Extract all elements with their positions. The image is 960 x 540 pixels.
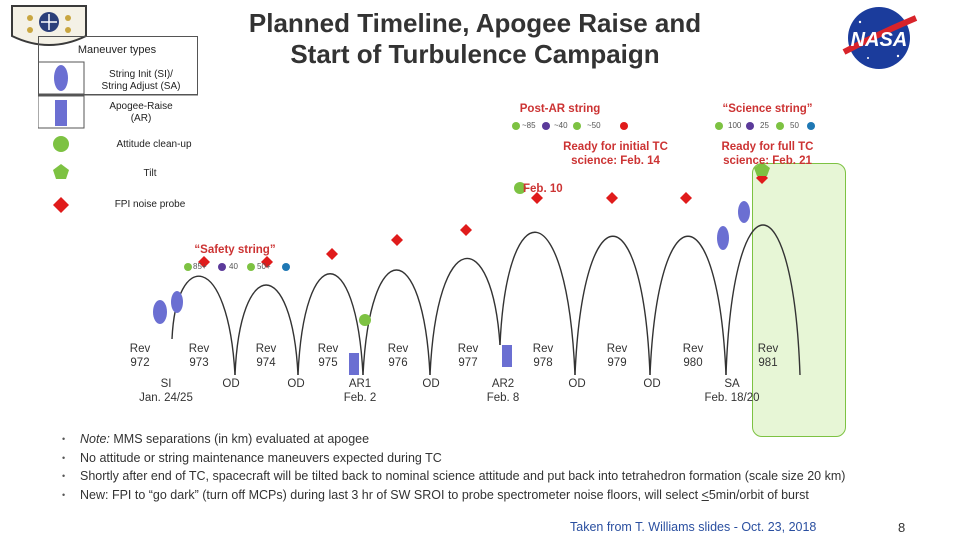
rev-972-label: Rev 972 (129, 343, 151, 369)
title-line-2: Start of Turbulence Campaign (290, 39, 660, 69)
title-line-1: Planned Timeline, Apogee Raise and (248, 8, 702, 38)
safety-string-dots (184, 263, 290, 271)
nasa-logo-text: NASA (851, 29, 908, 51)
safety-sep-3: 50+ (257, 262, 271, 271)
attitude-cleanup-feb10 (514, 182, 526, 194)
legend-row-string-init (38, 61, 85, 95)
rev-981-label: Rev 981 (757, 343, 779, 369)
rev-980-label: Rev 980 (682, 343, 704, 369)
safety-sep-1: 85+ (193, 262, 207, 271)
orbit-arc-978 (574, 235, 651, 376)
event-ar2: AR2 Feb. 8 (486, 378, 520, 404)
apogee-raise-2-marker (502, 345, 512, 367)
science-sep-1: 100 (728, 121, 742, 130)
event-od-3: OD (422, 378, 440, 390)
milestone-initial-tc: Ready for initial TC science: Feb. 14 (563, 141, 668, 167)
legend-tilt-icon (53, 164, 69, 179)
event-od-2: OD (287, 378, 305, 390)
full-tc-highlight (752, 163, 846, 437)
safety-string-title: “Safety string” (194, 244, 276, 256)
legend-label-tilt: Tilt (143, 168, 157, 179)
note-3: • Shortly after end of TC, spacecraft wil… (62, 469, 846, 483)
rev-973-label: Rev 973 (188, 343, 210, 369)
science-sep-2: 25 (760, 121, 769, 130)
fpi-probe-976 (460, 224, 472, 236)
source-credit: Taken from T. Williams slides - Oct. 23,… (570, 520, 817, 534)
string-init-marker (153, 300, 167, 324)
legend-row-apogee-raise (38, 95, 85, 129)
post-ar-sep-3: ~50 (587, 121, 601, 130)
rev-974-label: Rev 974 (255, 343, 277, 369)
post-ar-string-dots (512, 122, 628, 130)
science-sep-3: 50 (790, 121, 799, 130)
rev-977-label: Rev 977 (457, 343, 479, 369)
legend-label-ar: Apogee-Raise (AR) (109, 101, 173, 124)
page-number: 8 (898, 520, 906, 535)
science-string-dots (715, 122, 815, 130)
event-od-1: OD (222, 378, 240, 390)
fpi-probe-977 (531, 192, 543, 204)
milestone-feb10: Feb. 10 (523, 183, 563, 195)
attitude-cleanup-975 (359, 314, 371, 326)
fpi-probe-974 (326, 248, 338, 260)
legend-label-fpi: FPI noise probe (114, 199, 186, 210)
fpi-probe-975 (391, 234, 403, 246)
tilt-marker (754, 162, 770, 176)
legend-shapes (38, 61, 198, 213)
note-1: • Note: MMS separations (in km) evaluated… (62, 432, 370, 446)
note-4: • New: FPI to “go dark” (turn off MCPs) d… (62, 487, 809, 502)
legend-label-si: String Init (SI)/String Adjust (SA) (101, 69, 181, 92)
orbit-arc-974 (297, 273, 364, 376)
string-adjust-1-marker (738, 201, 750, 223)
safety-sep-2: 40 (229, 262, 238, 271)
apogee-raise-1-marker (349, 353, 359, 375)
milestone-full-tc: Ready for full TC science: Feb. 21 (721, 141, 814, 167)
orbit-arc-977 (499, 231, 576, 376)
rev-975-label: Rev 975 (317, 343, 339, 369)
legend-attitude-icon (53, 136, 69, 152)
fpi-probe-973 (261, 256, 273, 268)
fpi-probe-979 (680, 192, 692, 204)
legend-string-init-icon (54, 65, 68, 91)
string-init-marker-2 (171, 291, 183, 313)
event-ar1: AR1 Feb. 2 (343, 378, 377, 404)
post-ar-sep-2: ~40 (554, 121, 568, 130)
orbit-arc-980 (725, 224, 801, 376)
fpi-probe-978 (606, 192, 618, 204)
rev-978-label: Rev 978 (532, 343, 554, 369)
rev-976-label: Rev 976 (387, 343, 409, 369)
post-ar-sep-1: ~85 (522, 121, 536, 130)
event-string-init: SI Jan. 24/25 (139, 378, 193, 404)
science-string-title: “Science string” (722, 103, 813, 115)
event-od-5: OD (643, 378, 661, 390)
orbit-arc-973 (234, 284, 299, 376)
post-ar-string-title: Post-AR string (519, 103, 601, 115)
legend-apogee-raise-icon (55, 100, 67, 126)
event-od-4: OD (568, 378, 586, 390)
legend-label-attitude: Attitude clean-up (116, 139, 192, 150)
rev-979-label: Rev 979 (606, 343, 628, 369)
orbit-arc-979 (649, 235, 727, 376)
legend-heading: Maneuver types (77, 44, 157, 56)
nasa-logo: NASA (842, 7, 918, 69)
orbit-arc-976 (429, 257, 501, 376)
notes-list: • Note: MMS separations (in km) evaluated… (62, 430, 952, 504)
fpi-probe-972 (198, 256, 210, 268)
orbit-arc-975 (362, 269, 431, 376)
slide-title: Planned Timeline, Apogee Raise and Start… (200, 8, 750, 70)
event-string-adjust: SA Feb. 18/20 (704, 378, 760, 404)
legend-fpi-icon (53, 197, 69, 213)
note-2: • No attitude or string maintenance maneu… (62, 450, 442, 465)
string-adjust-2-marker (717, 226, 729, 250)
mission-patch-logo (11, 5, 87, 46)
